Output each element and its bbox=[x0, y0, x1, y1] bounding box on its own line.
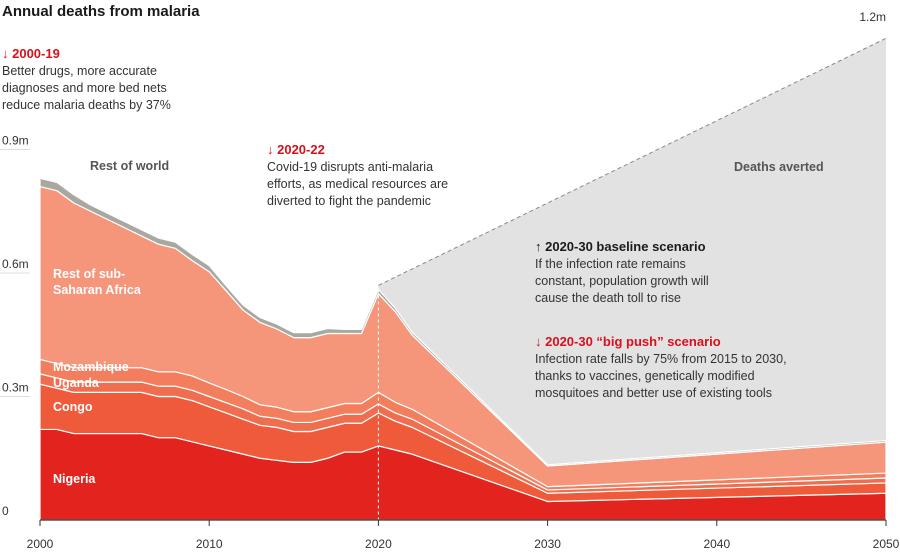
y-tick-label-0-3m: 0.3m bbox=[2, 381, 29, 395]
annotation-2020-22-line-2: efforts, as medical resources are bbox=[267, 177, 448, 191]
area-layers bbox=[39, 37, 887, 521]
annotation-2020-22-head: ↓ 2020-22 bbox=[267, 142, 325, 157]
annotation-big-push-line-2: thanks to vaccines, genetically modified bbox=[535, 369, 755, 383]
annotation-big-push-line-3: mosquitoes and better use of existing to… bbox=[535, 386, 772, 400]
x-tick-label-2040: 2040 bbox=[703, 537, 730, 551]
baseline-dashed-line bbox=[378, 37, 887, 286]
label-rest-of-world: Rest of world bbox=[90, 159, 169, 173]
annotation-2020-22-line-3: diverted to fight the pandemic bbox=[267, 194, 431, 208]
x-tick-label-2010: 2010 bbox=[196, 537, 223, 551]
annotation-2020-22-line-1: Covid-19 disrupts anti-malaria bbox=[267, 160, 433, 174]
y-tick-label-0: 0 bbox=[2, 504, 9, 518]
annotation-2000-19-line-1: Better drugs, more accurate bbox=[2, 64, 157, 78]
label-uganda: Uganda bbox=[53, 376, 100, 390]
x-tick-label-2030: 2030 bbox=[534, 537, 561, 551]
chart-title: Annual deaths from malaria bbox=[2, 3, 200, 20]
label-nigeria: Nigeria bbox=[53, 472, 96, 486]
area-deaths-averted bbox=[378, 38, 886, 465]
y-tick-label-0-9m: 0.9m bbox=[2, 134, 29, 148]
layer-labels: Rest of world Rest of sub- Saharan Africa M… bbox=[53, 159, 824, 486]
label-rest-ssa-line1: Rest of sub- bbox=[53, 267, 125, 281]
annotation-big-push-head: ↓ 2020-30 “big push” scenario bbox=[535, 334, 721, 349]
label-congo: Congo bbox=[53, 400, 93, 414]
annotation-baseline-line-1: If the infection rate remains bbox=[535, 257, 686, 271]
x-tick-label-2020: 2020 bbox=[365, 537, 392, 551]
annotation-2000-19-line-3: reduce malaria deaths by 37% bbox=[2, 98, 171, 112]
label-deaths-averted: Deaths averted bbox=[734, 160, 824, 174]
x-tick-label-2000: 2000 bbox=[27, 537, 54, 551]
axes: 2000 2010 2020 2030 2040 2050 0 0.3m 0.6m 0.9m 1.2… bbox=[0, 10, 900, 551]
label-rest-ssa-line2: Saharan Africa bbox=[53, 283, 142, 297]
annotation-2000-19-head: ↓ 2000-19 bbox=[2, 46, 60, 61]
annotation-baseline-head: ↑ 2020-30 baseline scenario bbox=[535, 239, 706, 254]
x-tick-label-2050: 2050 bbox=[873, 537, 900, 551]
annotation-2000-19-line-2: diagnoses and more bed nets bbox=[2, 81, 167, 95]
area-rest-of-world bbox=[39, 177, 887, 467]
y-tick-label-0-6m: 0.6m bbox=[2, 257, 29, 271]
y-tick-label-1-2m: 1.2m bbox=[859, 10, 886, 24]
annotation-big-push-line-1: Infection rate falls by 75% from 2015 to… bbox=[535, 352, 787, 366]
annotation-baseline-line-2: constant, population growth will bbox=[535, 274, 709, 288]
annotation-baseline-line-3: cause the death toll to rise bbox=[535, 291, 681, 305]
annotations: ↓ 2000-19 Better drugs, more accurate diag… bbox=[2, 46, 787, 400]
label-mozambique: Mozambique bbox=[53, 360, 129, 374]
